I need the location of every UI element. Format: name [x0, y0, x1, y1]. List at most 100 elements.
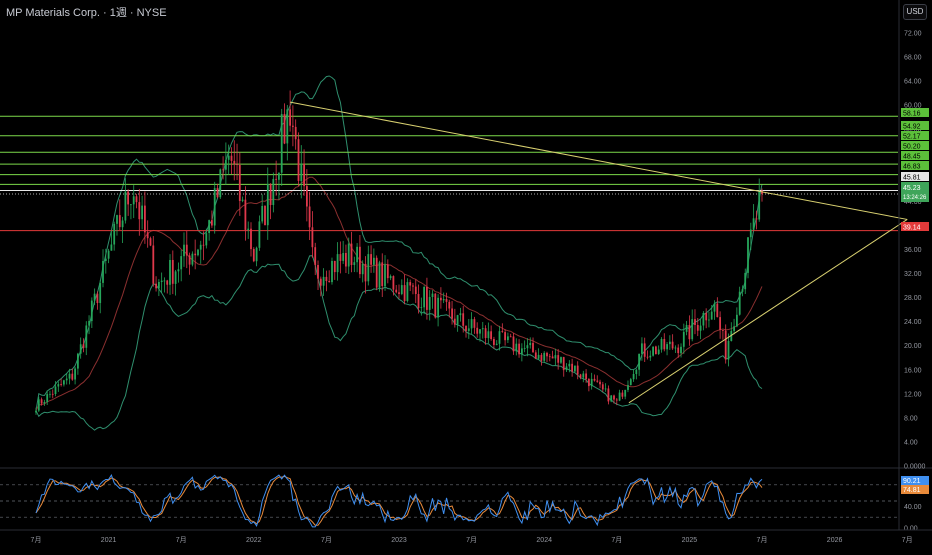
last-price-box: [901, 182, 929, 202]
candle-body: [386, 264, 389, 279]
candle-body: [641, 343, 643, 354]
trendlines[interactable]: [290, 101, 908, 404]
candle-body: [722, 330, 724, 331]
candle-body: [194, 253, 197, 256]
candle-body: [571, 363, 573, 372]
candle-body: [160, 280, 163, 282]
level-label-text: 39.14: [903, 225, 921, 232]
candle-body: [191, 253, 194, 265]
candle-body: [381, 262, 384, 286]
candle-body: [551, 356, 554, 359]
y-tick-label: 24.00: [904, 319, 922, 326]
y-tick-label: 68.00: [904, 55, 922, 62]
candle-body: [579, 374, 582, 378]
candle-body: [504, 332, 506, 341]
candle-body: [599, 381, 601, 385]
candle-body: [710, 311, 713, 320]
candle-body: [523, 348, 526, 349]
candle-body: [373, 257, 375, 265]
time-axis[interactable]: 7月 2021 7月 2022 7月 2023 7月 2024 7月 2025 7月 2026 7月: [0, 529, 932, 544]
candle-body: [646, 356, 649, 358]
candle-body: [205, 233, 208, 246]
stochastic-panel: [0, 467, 932, 528]
candle-body: [467, 328, 470, 331]
candle-body: [412, 285, 414, 287]
candle-body: [144, 205, 146, 233]
x-tick-label: 7月: [321, 536, 332, 544]
level-label-box: [901, 151, 929, 160]
stoch-d-label-box: [901, 485, 929, 494]
candle-body: [498, 331, 501, 344]
candle-body: [155, 283, 157, 289]
candle-body: [660, 339, 663, 350]
candle-body: [593, 378, 596, 381]
candle-body: [615, 399, 618, 401]
price-axis[interactable]: 72.0068.0064.0060.0056.0052.0048.0044.00…: [898, 0, 926, 533]
x-tick-label: 2022: [246, 537, 262, 544]
candle-body: [65, 378, 68, 381]
candle-body: [445, 299, 448, 302]
candle-body: [104, 258, 107, 261]
candle-body: [509, 336, 512, 338]
trendline: [628, 219, 908, 404]
horizontal-levels[interactable]: [0, 115, 898, 232]
candle-body: [534, 352, 537, 359]
candle-body: [518, 343, 520, 355]
level-label-box: [901, 172, 929, 181]
y-tick-label: 20.00: [904, 343, 922, 350]
candle-body: [596, 380, 599, 382]
candle-body: [141, 205, 143, 220]
candle-body: [113, 223, 116, 245]
candle-body: [417, 294, 420, 309]
candle-body: [370, 254, 372, 265]
candle-body: [272, 178, 275, 205]
candle-body: [278, 172, 280, 180]
candle-body: [350, 243, 353, 265]
candle-body: [102, 261, 104, 283]
candle-body: [663, 339, 666, 350]
candle-body: [300, 163, 303, 181]
candle-body: [158, 282, 160, 289]
level-label-text: 52.17: [903, 134, 921, 141]
candle-body: [400, 285, 403, 294]
candle-body: [356, 246, 358, 263]
candle-body: [227, 155, 230, 160]
candle-body: [124, 191, 127, 221]
candle-body: [724, 330, 727, 360]
candle-body: [741, 289, 744, 292]
y-tick-label: 64.00: [904, 79, 922, 86]
candle-body: [311, 227, 314, 248]
candle-body: [493, 339, 495, 345]
candle-body: [627, 385, 629, 390]
candle-body: [88, 321, 90, 326]
candle-body: [269, 184, 272, 205]
candle-body: [688, 325, 691, 340]
candle-body: [568, 363, 571, 367]
candle-body: [440, 297, 442, 301]
candle-body: [325, 276, 328, 281]
candle-body: [629, 379, 632, 386]
candle-body: [490, 331, 492, 339]
x-tick-label: 7月: [31, 536, 42, 544]
candle-body: [183, 244, 185, 257]
candle-body: [367, 254, 370, 282]
candle-body: [110, 244, 113, 251]
candle-body: [713, 303, 716, 312]
candle-body: [434, 293, 437, 318]
currency-button[interactable]: USD: [903, 4, 927, 20]
candle-body: [375, 257, 378, 288]
candle-body: [60, 384, 62, 385]
candle-body: [685, 325, 688, 332]
candle-body: [414, 286, 417, 294]
candle-body: [283, 114, 286, 144]
candle-body: [657, 349, 660, 354]
candle-body: [202, 244, 205, 246]
x-tick-label: 2021: [101, 537, 117, 544]
candle-body: [79, 344, 82, 354]
candle-body: [255, 247, 258, 262]
candle-body: [705, 313, 708, 321]
bollinger-upper-band: [35, 75, 763, 411]
candle-body: [621, 392, 624, 397]
